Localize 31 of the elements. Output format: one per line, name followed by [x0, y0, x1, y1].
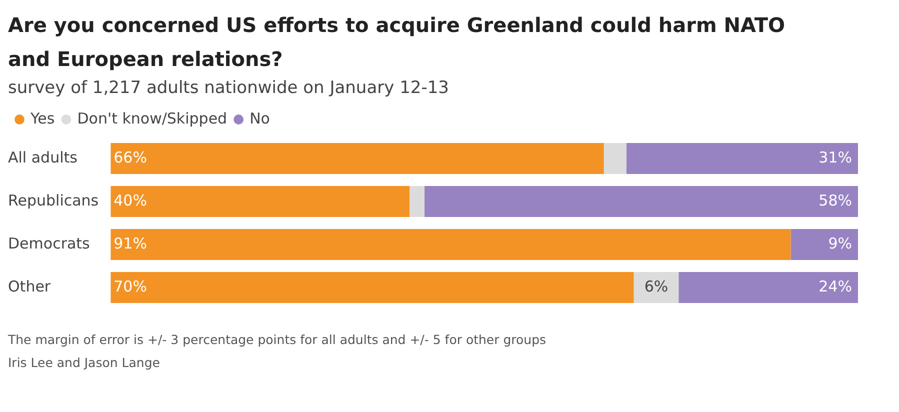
- data-label: 31%: [818, 148, 852, 166]
- y-tick-label: All adults: [8, 148, 78, 166]
- text: Iris Lee and Jason Lange: [8, 355, 161, 370]
- data-label: 40%: [114, 191, 147, 210]
- y-tick-label: Republicans: [8, 191, 99, 210]
- data-label: 9%: [828, 234, 852, 252]
- y-tick-label: Democrats: [8, 234, 90, 252]
- legend-label: Yes: [30, 109, 55, 128]
- data-label: 58%: [818, 191, 852, 210]
- y-tick-label: Other: [8, 277, 52, 296]
- chart-subtitle: survey of 1,217 adults nationwide on January 12-13: [8, 78, 450, 98]
- bar: [604, 143, 626, 174]
- legend-label: No: [250, 109, 270, 128]
- text: The margin of error is +/- 3 percentage points for all adults and +/- 5 for other groups: [8, 332, 548, 347]
- bar: [110, 186, 410, 217]
- bar: [110, 229, 791, 260]
- data-label: 6%: [644, 277, 668, 296]
- data-label: 91%: [114, 234, 147, 252]
- chart-title: Are you concerned US efforts to acquire Greenland could harm NATO and European relations?: [8, 12, 786, 73]
- data-label: 24%: [818, 277, 852, 296]
- bar: [424, 186, 858, 217]
- bar: [110, 143, 604, 174]
- bar: [790, 229, 858, 260]
- bar: [626, 143, 858, 174]
- data-label: 70%: [114, 277, 147, 296]
- bar: [634, 272, 679, 303]
- legend-label: Don't know/Skipped: [77, 109, 228, 128]
- data-label: 66%: [114, 148, 147, 166]
- bar: [110, 272, 634, 303]
- bar: [410, 186, 425, 217]
- bar: [678, 272, 858, 303]
